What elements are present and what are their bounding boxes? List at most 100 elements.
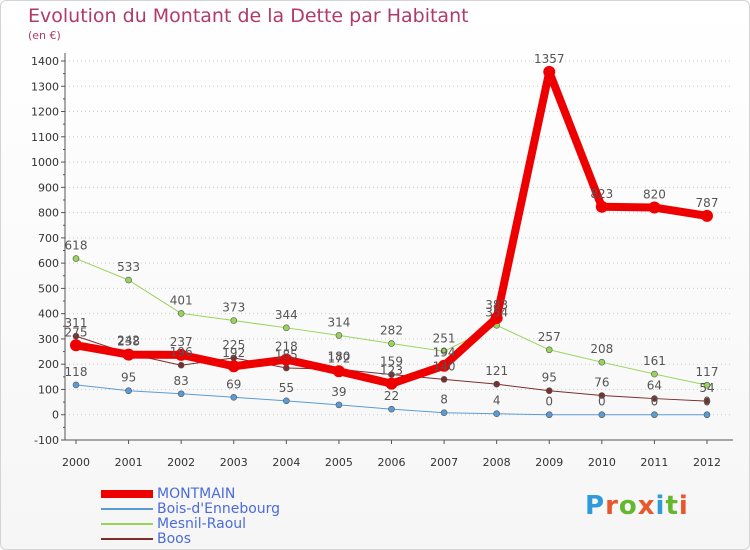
- data-label: 194: [433, 346, 456, 360]
- data-label: 354: [485, 305, 508, 319]
- data-label: 180: [327, 349, 350, 363]
- legend-item-mesnil-raoul: Mesnil-Raoul: [101, 515, 247, 532]
- x-tick-label: 2009: [535, 456, 563, 469]
- y-tick-label: 400: [38, 308, 59, 321]
- data-point: [125, 387, 132, 395]
- data-label: 242: [117, 334, 140, 348]
- data-label: 383: [485, 298, 508, 312]
- y-tick-label: 1400: [31, 55, 59, 68]
- data-point: [283, 364, 290, 372]
- legend-swatch-mesnil-raoul: [101, 522, 153, 525]
- data-label: 787: [696, 196, 719, 210]
- legend-swatch-boos: [101, 537, 153, 540]
- data-point: [545, 411, 553, 419]
- data-label: 185: [275, 348, 298, 362]
- y-tick-label: 600: [38, 257, 59, 270]
- data-label: 533: [117, 260, 140, 274]
- data-point: [72, 255, 80, 262]
- data-label: 95: [542, 371, 557, 385]
- data-point: [493, 380, 500, 388]
- data-point: [125, 276, 132, 284]
- data-label: 208: [590, 342, 613, 356]
- data-point: [227, 360, 240, 373]
- logo-letter: i: [655, 491, 666, 521]
- data-label: 4: [493, 394, 501, 408]
- data-label: 238: [117, 335, 140, 349]
- data-label: 820: [643, 188, 666, 202]
- data-label: 344: [275, 308, 298, 322]
- data-point: [70, 339, 82, 352]
- data-label: 54: [699, 381, 714, 395]
- data-point: [701, 209, 713, 222]
- y-tick-label: 1100: [31, 131, 59, 144]
- data-label: 55: [279, 381, 294, 395]
- data-label: 373: [222, 300, 245, 314]
- legend-item-boos: Boos: [101, 531, 191, 547]
- legend-label-mesnil-raoul: Mesnil-Raoul: [157, 515, 247, 532]
- data-label: 121: [485, 364, 508, 378]
- data-point: [283, 397, 290, 405]
- data-label: 118: [65, 365, 88, 379]
- logo-letter: P: [585, 491, 606, 521]
- y-tick-label: -100: [34, 434, 59, 447]
- data-point: [175, 348, 188, 361]
- data-label: 0: [703, 395, 711, 409]
- logo-letter: o: [618, 491, 638, 521]
- y-tick-label: 800: [38, 207, 59, 220]
- data-point: [230, 317, 238, 324]
- y-tick-label: 700: [38, 232, 59, 245]
- y-tick-label: 300: [38, 333, 59, 346]
- data-point: [651, 370, 658, 378]
- x-tick-label: 2011: [640, 456, 668, 469]
- data-label: 618: [65, 239, 88, 253]
- data-label: 95: [121, 371, 136, 385]
- legend-swatch-montmain: [101, 489, 153, 498]
- data-label: 282: [380, 323, 403, 337]
- chart-title: Evolution du Montant de la Dette par Hab…: [28, 5, 469, 27]
- data-point: [438, 359, 451, 372]
- data-point: [703, 381, 711, 389]
- data-label: 0: [651, 395, 659, 409]
- y-tick-label: 1000: [31, 156, 59, 169]
- data-point: [385, 377, 398, 390]
- data-point: [595, 200, 608, 213]
- x-tick-label: 2006: [378, 456, 406, 469]
- y-tick-label: 500: [38, 282, 59, 295]
- logo-letter: t: [665, 491, 679, 521]
- data-point: [651, 395, 658, 402]
- data-point: [283, 324, 290, 332]
- x-tick-label: 2001: [115, 456, 143, 469]
- x-tick-label: 2007: [430, 456, 458, 469]
- data-point: [543, 65, 556, 78]
- x-tick-label: 2012: [693, 456, 721, 469]
- data-point: [177, 310, 185, 317]
- legend-label-montmain: MONTMAIN: [157, 485, 236, 502]
- data-point: [122, 348, 135, 361]
- x-tick-label: 2002: [167, 456, 195, 469]
- y-tick-label: 1200: [31, 106, 59, 119]
- data-label: 0: [598, 395, 606, 409]
- data-point: [703, 397, 711, 405]
- y-tick-label: 0: [52, 409, 59, 422]
- data-label: 257: [538, 330, 561, 344]
- data-label: 172: [327, 351, 350, 365]
- data-label: 225: [222, 338, 245, 352]
- data-label: 8: [440, 393, 448, 407]
- data-label: 140: [433, 359, 456, 373]
- data-label: 64: [647, 379, 662, 393]
- x-tick-label: 2010: [588, 456, 616, 469]
- x-tick-label: 2005: [325, 456, 353, 469]
- data-point: [72, 381, 80, 389]
- legend-label-bois-d-ennebourg: Bois-d'Ennebourg: [157, 500, 281, 517]
- data-label: 275: [65, 325, 88, 339]
- data-label: 192: [222, 346, 245, 360]
- data-point: [598, 392, 606, 399]
- x-tick-label: 2003: [220, 456, 248, 469]
- data-point: [648, 201, 661, 214]
- data-label: 69: [226, 377, 241, 391]
- legend-item-bois-d-ennebourg: Bois-d'Ennebourg: [101, 500, 281, 517]
- data-point: [545, 346, 553, 354]
- data-point: [598, 411, 606, 419]
- data-point: [440, 376, 448, 383]
